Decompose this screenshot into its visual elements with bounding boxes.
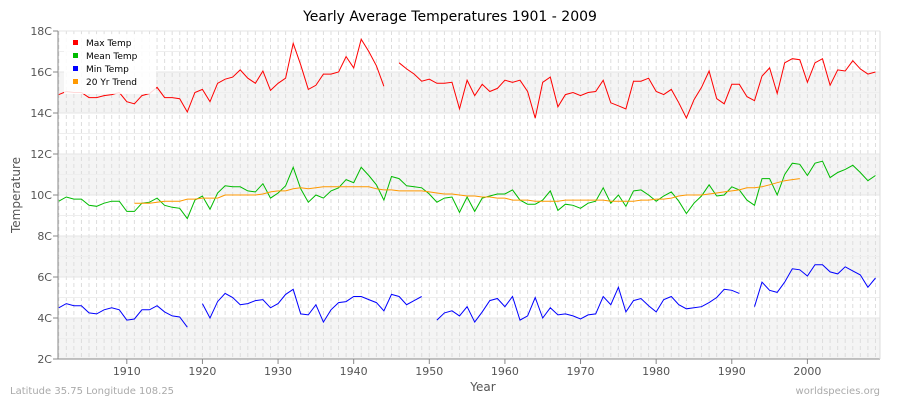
max-temp-line	[58, 37, 385, 114]
legend: Max Temp Mean Temp Min Temp 20 Yr Trend	[64, 34, 156, 94]
y-tick-label: 10C	[30, 189, 52, 202]
y-tick-label: 4C	[37, 312, 52, 325]
min-temp-line	[58, 303, 188, 328]
y-tick-label: 6C	[37, 271, 52, 284]
x-tick-label: 1940	[340, 365, 368, 378]
x-tick-label: 1950	[415, 365, 443, 378]
x-tick-label: 1920	[188, 365, 216, 378]
x-tick-label: 1970	[567, 365, 595, 378]
min-temp-line	[754, 264, 876, 307]
max-temp-line	[398, 57, 876, 120]
20-yr-trend-legend-label: 20 Yr Trend	[86, 78, 137, 88]
y-tick-label: 12C	[30, 148, 52, 161]
min-temp-line	[201, 288, 422, 324]
location-label: Latitude 35.75 Longitude 108.25	[10, 386, 174, 397]
y-axis-label: Temperature	[9, 157, 23, 234]
x-tick-label: 1960	[491, 365, 519, 378]
20-yr-trend-line	[134, 178, 800, 204]
max-temp-legend-label: Max Temp	[86, 39, 132, 49]
max-temp-legend-swatch	[73, 40, 78, 45]
site-credit: worldspecies.org	[796, 386, 880, 397]
x-tick-label: 1990	[718, 365, 746, 378]
y-tick-label: 14C	[30, 107, 52, 120]
y-tick-label: 2C	[37, 353, 52, 366]
y-tick-label: 16C	[30, 66, 52, 79]
min-temp-line	[436, 285, 740, 324]
chart-title: Yearly Average Temperatures 1901 - 2009	[302, 9, 597, 25]
mean-temp-legend-label: Mean Temp	[86, 52, 138, 62]
20-yr-trend-legend-swatch	[73, 79, 78, 84]
x-tick-label: 2000	[793, 365, 821, 378]
x-tick-label: 1980	[642, 365, 670, 378]
min-temp-legend-label: Min Temp	[86, 65, 129, 75]
legend-background	[64, 34, 156, 94]
y-tick-label: 18C	[30, 25, 52, 38]
min-temp-legend-swatch	[73, 66, 78, 71]
y-tick-label: 8C	[37, 230, 52, 243]
x-tick-label: 1930	[264, 365, 292, 378]
x-tick-label: 1910	[113, 365, 141, 378]
x-axis-label: Year	[469, 380, 495, 394]
mean-temp-legend-swatch	[73, 53, 78, 58]
